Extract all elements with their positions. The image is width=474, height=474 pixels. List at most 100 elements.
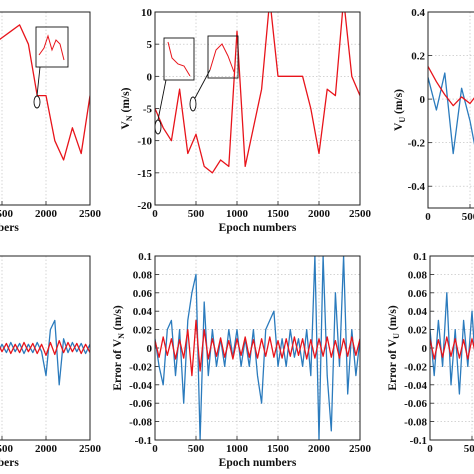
- data-line: [155, 319, 360, 377]
- inset-trace: [167, 41, 191, 77]
- y-tick-label: 0.06: [408, 288, 428, 300]
- inset-marker: [189, 96, 197, 112]
- plot-frame: [154, 255, 361, 441]
- inset-trace: [38, 34, 65, 61]
- x-tick-label: 2000: [35, 443, 58, 455]
- data-line: [0, 24, 90, 161]
- x-tick-label: 1500: [0, 443, 14, 455]
- panel: 0 500 1000 1500 2000 2500 -20 -15 -10 -5 0 5 10 Epoch…: [120, 7, 372, 234]
- y-tick-label: 0.08: [133, 269, 153, 281]
- plot-frame: [154, 11, 361, 206]
- panel: 1500 2000 2500 Epoch numbers: [0, 255, 102, 469]
- y-tick-label: -0.06: [404, 398, 427, 410]
- y-label-unit: (m/s): [120, 87, 132, 115]
- panel: 0 500 -0.4 -0.2 0 0.2 0.4 VU (m/s): [393, 7, 474, 223]
- y-tick-label: -0.04: [129, 380, 152, 392]
- x-tick-label: 500: [462, 211, 474, 223]
- x-tick-label: 0: [425, 211, 431, 223]
- inset-trace: [209, 43, 235, 73]
- y-tick-label: 0: [147, 71, 153, 83]
- y-label-sub: N: [125, 115, 134, 121]
- y-tick-label: 0.08: [408, 269, 428, 281]
- x-tick-label: 1500: [267, 443, 290, 455]
- plot-area: [428, 12, 474, 208]
- y-label-main: V: [393, 122, 405, 131]
- x-axis-label: Epoch numbers: [219, 457, 297, 469]
- panel: 0 500 -0.1 -0.08 -0.06 -0.04 -0.02 0 0.02 0.04 0.0…: [387, 251, 474, 455]
- series-group: [155, 256, 360, 440]
- plot-frame: [427, 11, 474, 209]
- y-tick-label: -0.1: [410, 435, 427, 447]
- y-tick-label: -0.02: [404, 361, 427, 373]
- data-line: [428, 66, 474, 107]
- series-group: [0, 319, 90, 386]
- data-line: [0, 339, 90, 357]
- y-label-main: Error of V: [112, 338, 124, 390]
- series-group: [155, 12, 360, 174]
- series-group: [428, 66, 474, 155]
- x-axis-label: Epoch numbers: [0, 457, 19, 469]
- y-axis-label: Error of VN (m/s): [112, 305, 126, 390]
- inset-marker: [33, 95, 41, 109]
- plot-frame: [0, 255, 91, 441]
- x-tick-label: 2000: [35, 208, 58, 220]
- y-tick-label: -15: [137, 168, 152, 180]
- inset-box: [163, 37, 195, 81]
- y-tick-label: -0.4: [408, 181, 426, 193]
- x-axis-label: Epoch numbers: [219, 222, 297, 234]
- y-tick-label: 0.02: [408, 325, 428, 337]
- y-label-main: Error of V: [387, 338, 399, 390]
- y-tick-label: -0.06: [129, 398, 152, 410]
- inset-box: [35, 26, 69, 68]
- x-tick-label: 0: [152, 208, 158, 220]
- data-line: [430, 336, 474, 360]
- series-group: [0, 24, 90, 161]
- x-tick-label: 500: [188, 443, 205, 455]
- y-tick-label: -0.04: [404, 380, 427, 392]
- y-tick-label: -20: [137, 200, 152, 212]
- y-tick-label: 0: [147, 343, 153, 355]
- y-tick-label: -0.02: [129, 361, 152, 373]
- x-tick-label: 1500: [0, 208, 14, 220]
- y-tick-label: 0.4: [411, 7, 425, 19]
- y-tick-label: 10: [141, 7, 153, 19]
- x-tick-label: 500: [464, 443, 474, 455]
- y-tick-label: 0.04: [133, 306, 153, 318]
- data-line: [155, 256, 360, 440]
- plot-frame: [0, 11, 91, 206]
- x-axis-label: Epoch numbers: [0, 222, 19, 234]
- y-tick-label: 0.06: [133, 288, 153, 300]
- x-tick-label: 2500: [349, 443, 372, 455]
- plot-frame: [429, 255, 474, 441]
- x-tick-label: 500: [188, 208, 205, 220]
- y-axis-label: Error of VU (m/s): [387, 305, 401, 390]
- x-tick-label: 0: [152, 443, 158, 455]
- y-label-unit: (m/s): [112, 305, 124, 333]
- y-tick-label: 0.02: [133, 325, 153, 337]
- x-tick-label: 2500: [79, 443, 102, 455]
- y-label-sub: U: [398, 117, 407, 123]
- y-tick-label: -5: [143, 104, 153, 116]
- x-tick-label: 2000: [308, 443, 331, 455]
- x-tick-label: 1500: [267, 208, 290, 220]
- y-label-sub: U: [392, 333, 401, 339]
- x-tick-label: 2500: [349, 208, 372, 220]
- y-tick-label: -0.2: [408, 138, 426, 150]
- inset-decorations: [33, 26, 239, 135]
- y-tick-label: 0.1: [138, 251, 152, 263]
- y-tick-label: 0: [420, 94, 426, 106]
- y-tick-label: 0.2: [411, 51, 425, 63]
- data-line: [0, 319, 90, 386]
- data-line: [428, 72, 474, 155]
- y-tick-label: 5: [147, 39, 153, 51]
- y-axis-label: VU (m/s): [393, 89, 407, 131]
- y-tick-label: 0: [422, 343, 428, 355]
- plot-area: [0, 12, 90, 205]
- x-tick-label: 1000: [226, 443, 249, 455]
- y-tick-label: -0.1: [135, 435, 152, 447]
- inset-leader: [36, 66, 41, 97]
- x-tick-label: 2000: [308, 208, 331, 220]
